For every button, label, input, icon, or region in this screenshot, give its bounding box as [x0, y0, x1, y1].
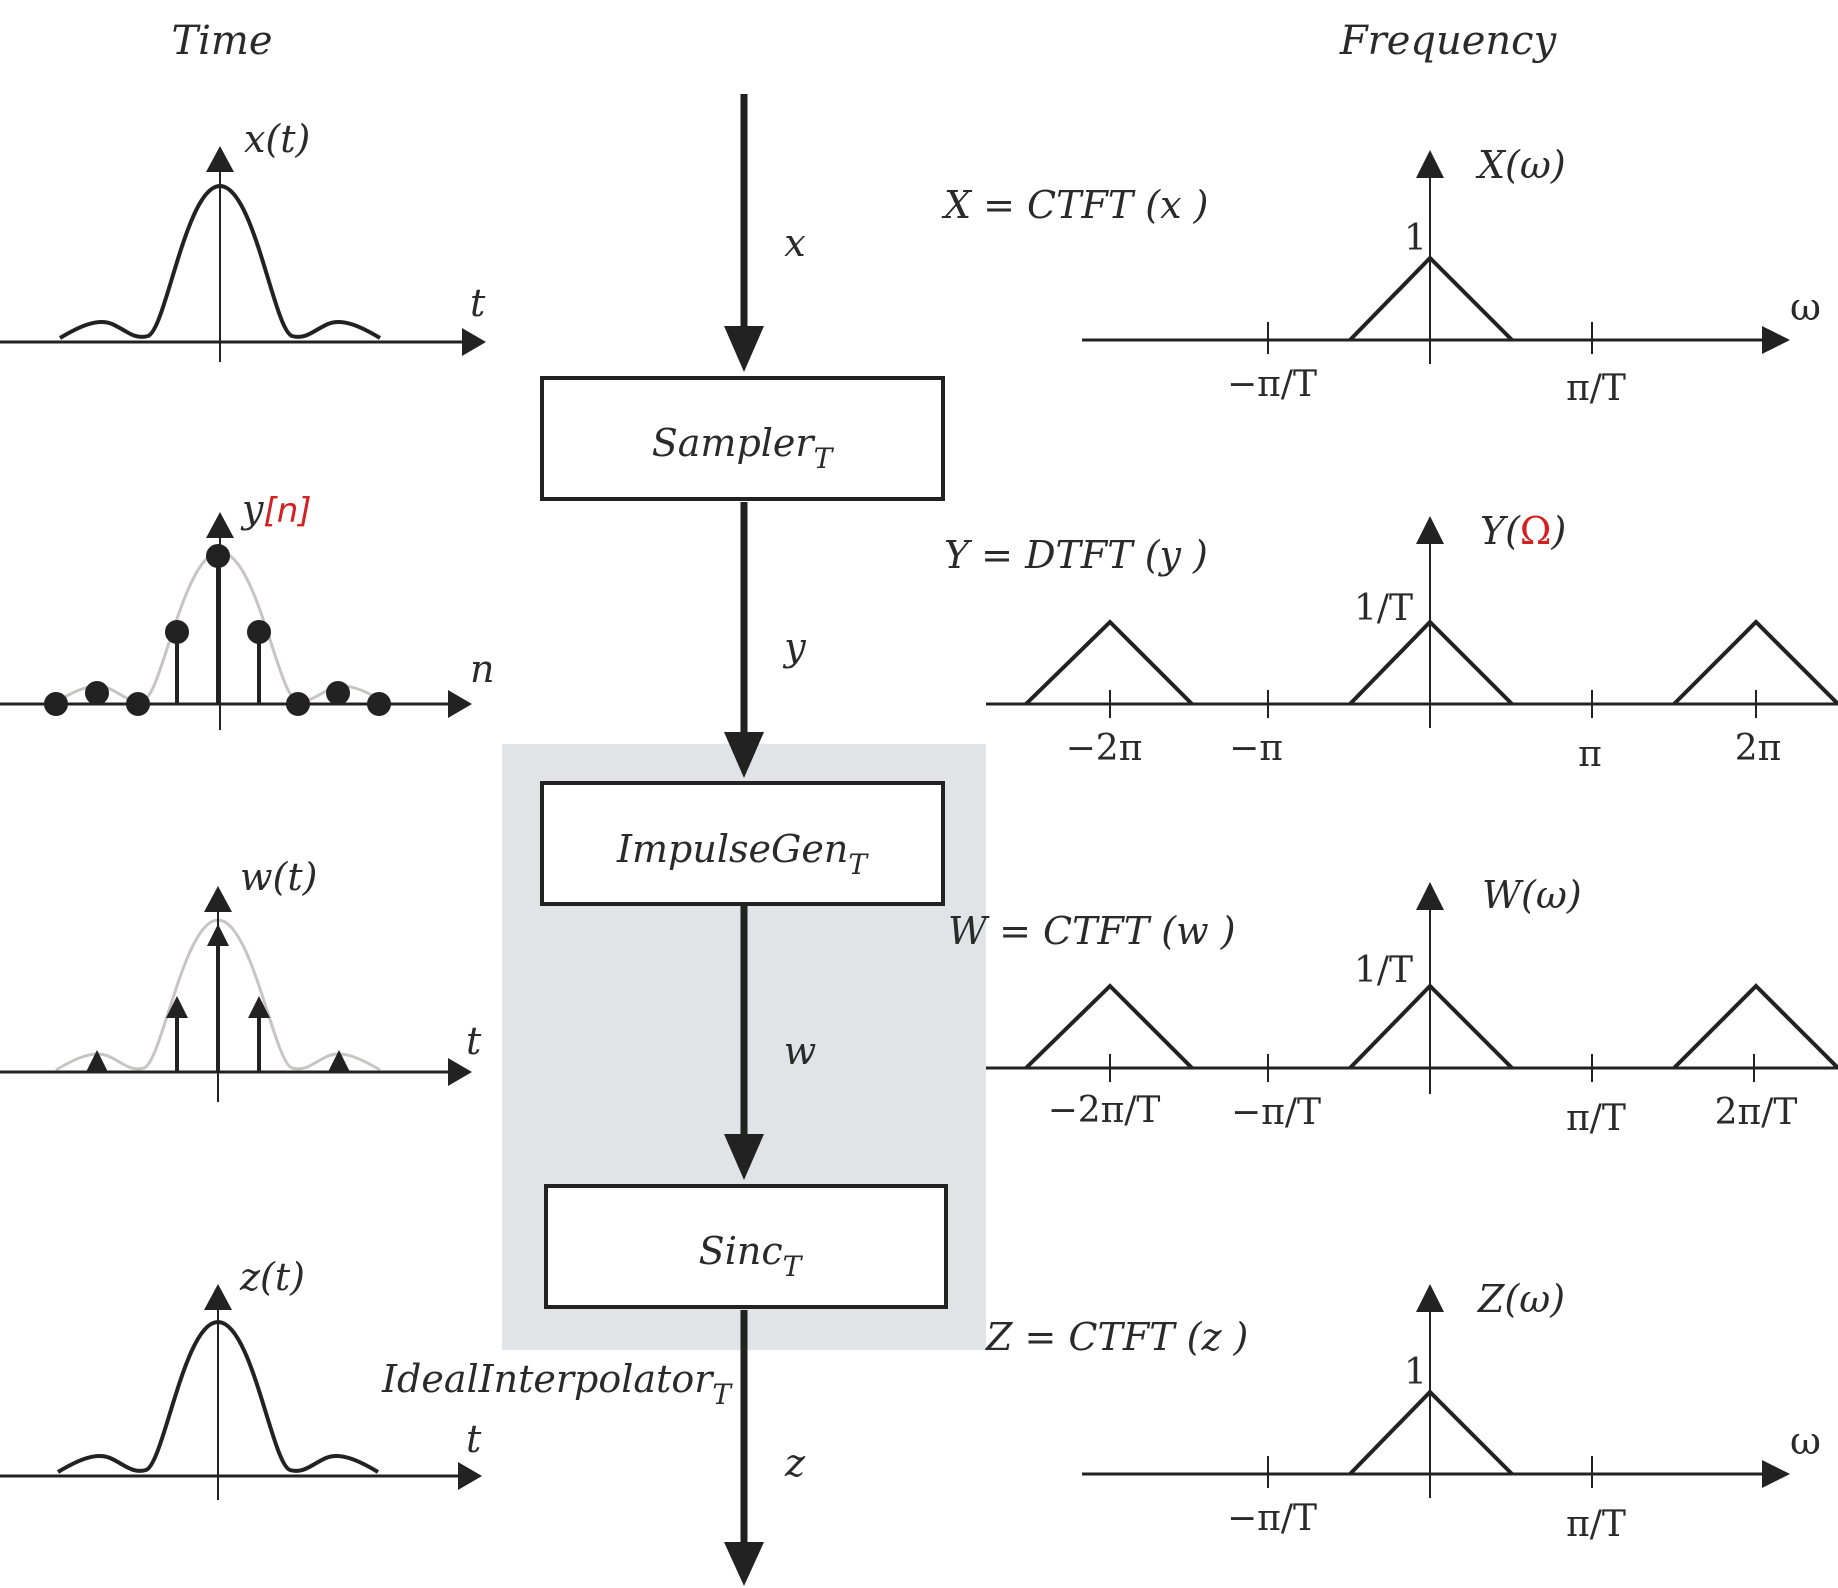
x-time-label: x(t): [244, 117, 310, 161]
w-tick-neg-2pi-t: −2π/T: [1048, 1090, 1161, 1131]
svg-text:ImpulseGenT: ImpulseGenT: [616, 827, 869, 881]
frequency-header: Frequency: [1339, 18, 1558, 64]
w-impulses: [86, 924, 350, 1072]
w-freq-label: W(ω): [1482, 873, 1582, 917]
w-tick-neg-pi-t: −π/T: [1231, 1092, 1321, 1133]
z-time-axis-label: t: [466, 1417, 482, 1461]
y-time-label: y[n]: [240, 487, 312, 531]
freq-plot-x: X = CTFT (x ) X(ω) 1 ω −π/T π/T: [941, 143, 1821, 409]
y-spectrum-replica-right: [1672, 619, 1838, 706]
x-tick-neg: −π/T: [1227, 364, 1317, 405]
svg-text:SamplerT: SamplerT: [652, 421, 835, 475]
w-spectrum-replica-right: [1672, 983, 1838, 1070]
w-spectrum-center: [1348, 983, 1514, 1070]
time-header: Time: [171, 18, 272, 64]
impulse-gen-block: ImpulseGenT: [540, 781, 945, 906]
freq-plot-y: Y = DTFT (y ) Y(Ω) 1/T −2π −π π 2π: [944, 509, 1838, 775]
z-time-label: z(t): [239, 1255, 305, 1299]
z-flow-arrowhead: [724, 1542, 764, 1586]
y-freq-label: Y(Ω): [1480, 509, 1566, 553]
ideal-interpolator-name: IdealInterpolator: [381, 1357, 715, 1401]
y-spectrum-replica-left: [1024, 619, 1194, 706]
w-spectrum-replica-left: [1024, 983, 1194, 1070]
y-freq-label-pre: Y(: [1480, 509, 1521, 553]
sampler-block: SamplerT: [540, 376, 945, 501]
x-freq-label: X(ω): [1475, 143, 1566, 187]
signal-w-label: w: [784, 1029, 817, 1073]
w-time-label: w(t): [240, 855, 317, 899]
w-peak-label: 1/T: [1354, 950, 1413, 991]
ideal-interpolator-sub: T: [712, 1378, 733, 1411]
z-spectrum-triangle: [1348, 1389, 1514, 1476]
y-dtft-equation: Y = DTFT (y ): [944, 533, 1208, 577]
z-axis-omega-label: ω: [1790, 1419, 1821, 1463]
z-tick-neg: −π/T: [1227, 1498, 1317, 1539]
sampler-sub: T: [814, 442, 835, 475]
z-sinc-curve: [56, 1319, 380, 1474]
y-freq-label-post: ): [1550, 509, 1566, 553]
z-freq-label: Z(ω): [1477, 1277, 1565, 1321]
sinc-sub: T: [783, 1250, 804, 1283]
z-ctft-equation: Z = CTFT (z ): [985, 1315, 1248, 1359]
y-spectrum-center: [1348, 619, 1514, 706]
x-flow-arrowhead: [724, 326, 764, 372]
signal-flow: [724, 94, 764, 1586]
y-time-axis-label: n: [470, 647, 494, 691]
w-ctft-equation: W = CTFT (w ): [948, 909, 1236, 953]
y-samples: [44, 544, 391, 716]
y-tick-neg-pi: −π: [1229, 728, 1283, 769]
signal-y-label: y: [782, 625, 806, 669]
z-tick-pos: π/T: [1566, 1504, 1626, 1545]
freq-plot-z: Z = CTFT (z ) Z(ω) 1 ω −π/T π/T: [985, 1277, 1821, 1545]
sinc-block: SincT: [544, 1184, 948, 1309]
sampler-name: Sampler: [652, 421, 817, 465]
x-spectrum-triangle: [1348, 255, 1514, 342]
w-time-axis-label: t: [466, 1019, 482, 1063]
ideal-interpolator-label: IdealInterpolatorT: [381, 1357, 733, 1411]
x-tick-pos: π/T: [1566, 368, 1626, 409]
freq-plot-w: W = CTFT (w ) W(ω) 1/T −2π/T −π/T π/T 2π…: [948, 873, 1838, 1139]
w-tick-2pi-t: 2π/T: [1715, 1092, 1798, 1133]
svg-text:SincT: SincT: [699, 1229, 804, 1283]
y-tick-pi: π: [1578, 734, 1602, 775]
impulse-gen-sub: T: [848, 848, 869, 881]
y-tick-neg-2pi: −2π: [1066, 728, 1143, 769]
x-time-axis-label: t: [470, 281, 486, 325]
time-plot-y: y[n] n: [0, 487, 494, 730]
signal-x-label: x: [784, 221, 805, 265]
time-plot-w: w(t) t: [0, 855, 482, 1102]
w-tick-pi-t: π/T: [1566, 1098, 1626, 1139]
y-peak-label: 1/T: [1354, 588, 1413, 629]
time-plot-z: z(t) t: [0, 1255, 482, 1500]
signal-z-label: z: [784, 1441, 806, 1485]
y-time-label-main: y: [240, 487, 264, 531]
sinc-name: Sinc: [699, 1229, 783, 1273]
z-peak-label: 1: [1404, 1352, 1427, 1393]
w-flow-arrowhead: [724, 1134, 764, 1180]
x-sinc-curve: [58, 183, 382, 340]
x-ctft-equation: X = CTFT (x ): [941, 183, 1208, 227]
impulse-gen-name: ImpulseGen: [616, 827, 848, 871]
y-flow-arrowhead: [724, 732, 764, 778]
x-axis-omega-label: ω: [1790, 285, 1821, 329]
y-tick-2pi: 2π: [1735, 728, 1782, 769]
y-freq-label-var: Ω: [1520, 509, 1552, 553]
x-peak-label: 1: [1404, 218, 1427, 259]
y-time-label-index: [n]: [263, 491, 311, 531]
time-plot-x: x(t) t: [0, 117, 486, 362]
